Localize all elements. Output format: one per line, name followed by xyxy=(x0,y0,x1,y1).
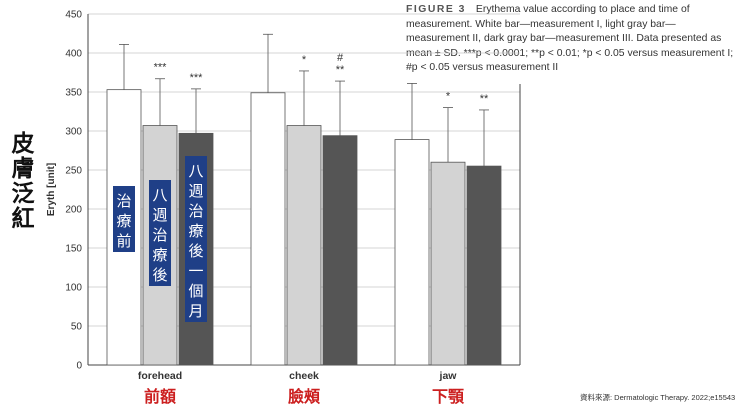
bar xyxy=(322,135,358,366)
significance-marker: ** xyxy=(480,93,489,105)
series-label-char: 前 xyxy=(116,232,131,250)
series-label-char: 治 xyxy=(188,202,203,220)
series-label-char: 治 xyxy=(152,226,167,244)
significance-marker: ** xyxy=(336,64,345,76)
x-tick-label: jaw xyxy=(439,370,458,382)
series-label-char: 後 xyxy=(152,266,167,284)
side-title-char: 紅 xyxy=(11,206,35,232)
series-label-char: 後 xyxy=(188,242,203,260)
y-tick-label: 200 xyxy=(65,205,82,216)
series-label-char: 一 xyxy=(188,262,203,280)
y-tick-label: 450 xyxy=(65,10,82,21)
series-label-box xyxy=(185,156,207,322)
y-axis-label: Eryth [unit] xyxy=(46,163,57,216)
y-tick-label: 150 xyxy=(65,244,82,255)
side-title: 皮 膚 泛 紅 xyxy=(6,132,40,232)
bar xyxy=(286,125,322,366)
series-label-char: 療 xyxy=(188,222,203,240)
bar xyxy=(250,92,286,366)
figure-caption: FIGURE 3 Erythema value according to plac… xyxy=(406,3,736,76)
bar xyxy=(394,139,430,366)
series-label-char: 月 xyxy=(188,302,203,320)
series-label-char: 八 xyxy=(188,162,203,180)
series-label-box xyxy=(149,180,171,286)
series-label-char: 八 xyxy=(152,186,167,204)
region-label-zh: 下顎 xyxy=(432,387,465,406)
significance-marker: *** xyxy=(190,72,204,84)
source-note: 資料來源: Dermatologic Therapy. 2022;e15543 xyxy=(580,393,736,402)
bar xyxy=(430,161,466,366)
series-label-char: 療 xyxy=(152,246,167,264)
significance-marker: # xyxy=(337,52,344,64)
x-tick-label: cheek xyxy=(289,370,319,382)
side-title-char: 泛 xyxy=(11,181,35,207)
series-label-char: 週 xyxy=(152,206,167,224)
region-label-zh: 前額 xyxy=(144,387,176,406)
y-tick-label: 50 xyxy=(71,322,83,333)
x-tick-label: forehead xyxy=(138,370,182,382)
significance-marker: * xyxy=(302,54,307,66)
side-title-char: 皮 xyxy=(11,131,35,157)
figure-label: FIGURE 3 xyxy=(406,4,466,15)
series-label-char: 治 xyxy=(116,192,131,210)
y-tick-label: 300 xyxy=(65,127,82,138)
side-title-char: 膚 xyxy=(11,156,35,182)
series-label-char: 療 xyxy=(116,212,131,230)
bar xyxy=(466,165,502,366)
y-tick-label: 400 xyxy=(65,49,82,60)
series-label-box xyxy=(113,186,135,252)
y-tick-label: 250 xyxy=(65,166,82,177)
series-label-char: 週 xyxy=(188,182,203,200)
region-label-zh: 臉頰 xyxy=(288,387,321,406)
significance-marker: * xyxy=(446,91,451,103)
significance-marker: *** xyxy=(154,62,168,74)
caption-text: Erythema value according to place and ti… xyxy=(406,4,734,74)
y-tick-label: 350 xyxy=(65,88,82,99)
series-label-char: 個 xyxy=(188,282,203,300)
y-tick-label: 0 xyxy=(76,361,82,372)
y-tick-label: 100 xyxy=(65,283,82,294)
